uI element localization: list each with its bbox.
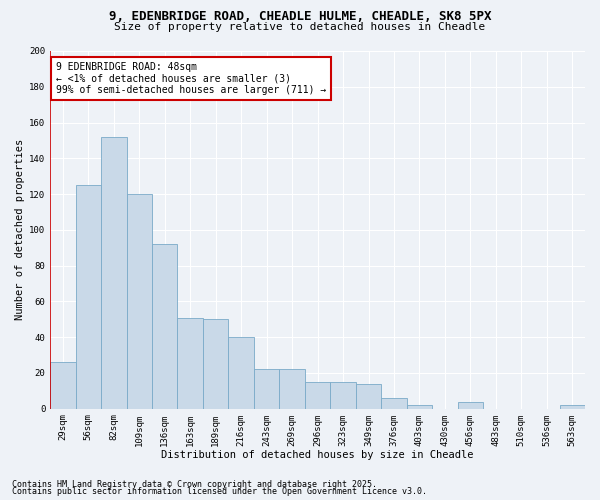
Bar [356, 384, 381, 408]
Bar [280, 370, 305, 408]
Bar [407, 405, 432, 408]
Bar [305, 382, 331, 408]
Bar [50, 362, 76, 408]
Text: Contains HM Land Registry data © Crown copyright and database right 2025.: Contains HM Land Registry data © Crown c… [12, 480, 377, 489]
Bar [560, 405, 585, 408]
Bar [229, 337, 254, 408]
Bar [254, 370, 280, 408]
Bar [178, 318, 203, 408]
Text: 9, EDENBRIDGE ROAD, CHEADLE HULME, CHEADLE, SK8 5PX: 9, EDENBRIDGE ROAD, CHEADLE HULME, CHEAD… [109, 10, 491, 23]
Bar [381, 398, 407, 408]
Y-axis label: Number of detached properties: Number of detached properties [15, 139, 25, 320]
Bar [152, 244, 178, 408]
Text: Contains public sector information licensed under the Open Government Licence v3: Contains public sector information licen… [12, 487, 427, 496]
Text: Size of property relative to detached houses in Cheadle: Size of property relative to detached ho… [115, 22, 485, 32]
Text: 9 EDENBRIDGE ROAD: 48sqm
← <1% of detached houses are smaller (3)
99% of semi-de: 9 EDENBRIDGE ROAD: 48sqm ← <1% of detach… [56, 62, 326, 95]
Bar [101, 137, 127, 408]
X-axis label: Distribution of detached houses by size in Cheadle: Distribution of detached houses by size … [161, 450, 474, 460]
Bar [458, 402, 483, 408]
Bar [203, 320, 229, 408]
Bar [331, 382, 356, 408]
Bar [127, 194, 152, 408]
Bar [76, 185, 101, 408]
